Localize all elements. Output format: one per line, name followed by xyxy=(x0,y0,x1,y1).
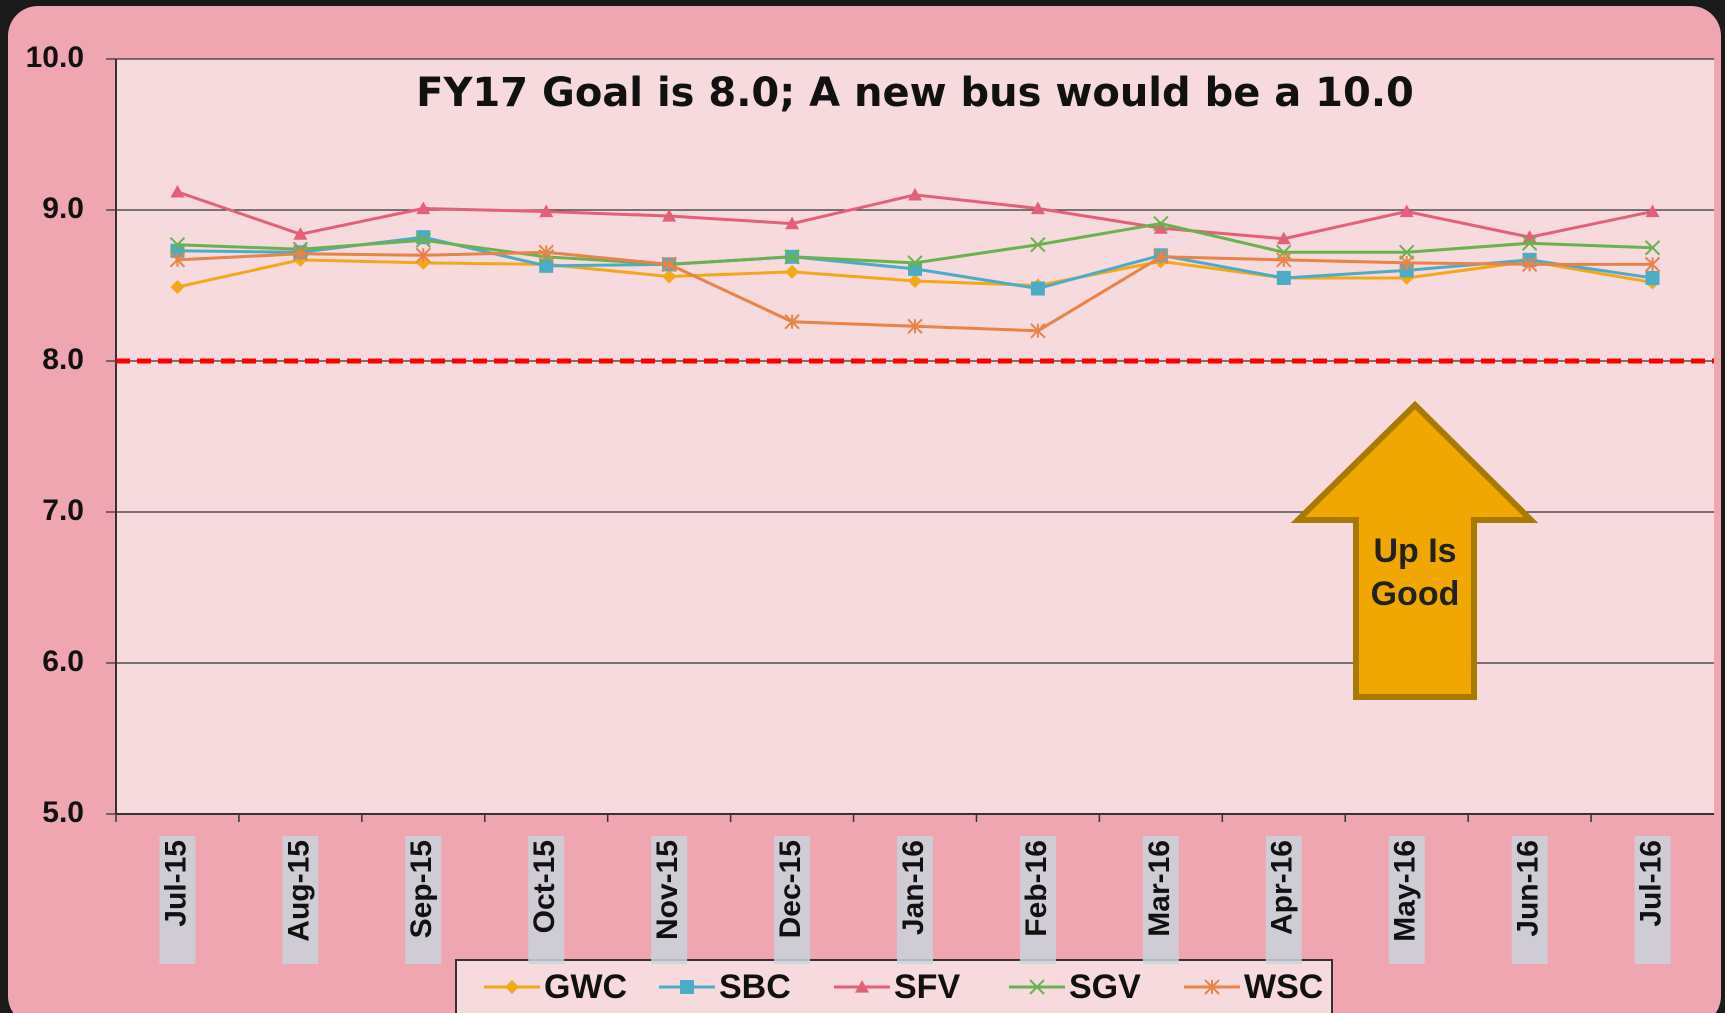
x-tick-label: Nov-15 xyxy=(651,840,684,940)
point xyxy=(416,201,431,215)
point xyxy=(662,209,677,222)
x-label-box xyxy=(159,836,196,964)
point xyxy=(908,187,922,201)
legend-items: GWC SBC SFV SGV WSC xyxy=(484,968,1323,1006)
annotation-text: Up Is xyxy=(1373,532,1456,570)
x-tick-label: Jul-15 xyxy=(159,840,192,927)
x-tick-label: Dec-15 xyxy=(774,840,807,938)
point xyxy=(1645,204,1660,218)
grid xyxy=(106,58,1714,822)
legend-marker xyxy=(680,980,694,994)
x-label-box xyxy=(1265,836,1302,964)
y-tick-label: 5.0 xyxy=(42,796,84,829)
point xyxy=(1276,244,1292,260)
legend-label: WSC xyxy=(1244,968,1323,1006)
x-label-box xyxy=(1019,836,1056,964)
x-tick-label: Oct-15 xyxy=(528,840,561,933)
point xyxy=(170,280,185,295)
point xyxy=(784,249,800,265)
point xyxy=(661,256,677,273)
point xyxy=(1276,252,1292,268)
point xyxy=(539,204,554,218)
point xyxy=(293,227,308,240)
point xyxy=(662,269,677,284)
chart-title: FY17 Goal is 8.0; A new bus would be a 1… xyxy=(416,70,1414,116)
legend-marker xyxy=(855,980,869,993)
x-tick-label: Apr-16 xyxy=(1266,840,1299,935)
x-label-box xyxy=(1634,836,1671,964)
point xyxy=(907,255,923,271)
point xyxy=(539,258,554,273)
arrow xyxy=(1290,400,1539,700)
point xyxy=(1644,256,1661,273)
point xyxy=(1030,201,1045,215)
point xyxy=(1276,231,1291,245)
point xyxy=(1398,255,1415,271)
y-tick-label: 10.0 xyxy=(26,41,84,74)
x-label-box xyxy=(405,836,442,964)
x-tick-label: Aug-15 xyxy=(282,840,315,942)
point xyxy=(538,244,554,260)
point xyxy=(784,314,800,330)
point xyxy=(415,247,432,264)
point xyxy=(907,318,923,334)
x-label-box xyxy=(897,836,933,964)
legend-label: SBC xyxy=(719,968,791,1006)
plot xyxy=(169,184,1661,339)
y-tick-label: 7.0 xyxy=(42,494,84,527)
point xyxy=(1153,221,1168,234)
x-label-box xyxy=(528,836,565,964)
point xyxy=(908,273,922,288)
point xyxy=(1644,240,1661,256)
point xyxy=(1030,281,1045,296)
point xyxy=(785,216,800,230)
x-label-box xyxy=(1142,836,1179,964)
legend-label: SFV xyxy=(894,968,960,1006)
x-tick-label: Jun-16 xyxy=(1512,840,1545,937)
point xyxy=(785,264,800,279)
y-tick-label: 9.0 xyxy=(42,192,84,225)
point xyxy=(292,246,309,262)
point xyxy=(1521,256,1538,273)
point xyxy=(169,252,186,268)
annotation-arrow: Up Is Good xyxy=(1290,400,1539,700)
x-tick-label: Feb-16 xyxy=(1020,840,1053,937)
point xyxy=(415,232,432,248)
x-label-box xyxy=(1511,836,1548,964)
point xyxy=(1153,215,1169,232)
x-label-box xyxy=(1388,836,1425,964)
point xyxy=(1645,270,1660,285)
x-tick-label: Sep-15 xyxy=(405,840,438,938)
point xyxy=(1030,323,1046,339)
x-tick-label: May-16 xyxy=(1389,840,1422,942)
legend-marker xyxy=(505,980,519,994)
plot-area xyxy=(116,59,1714,814)
point xyxy=(170,184,185,198)
x-label-box xyxy=(774,836,811,964)
x-tick-label: Jul-16 xyxy=(1634,840,1667,927)
point xyxy=(1030,237,1046,253)
y-tick-label: 8.0 xyxy=(42,343,84,376)
y-tick-label: 6.0 xyxy=(42,645,84,678)
legend-label: SGV xyxy=(1069,968,1141,1006)
x-label-box xyxy=(282,836,319,964)
legend-label: GWC xyxy=(544,968,627,1006)
x-tick-label: Mar-16 xyxy=(1143,840,1176,937)
legend-marker xyxy=(1029,979,1045,995)
point xyxy=(1399,204,1414,218)
annotation-text: Good xyxy=(1371,575,1460,613)
x-tick-label: Jan-16 xyxy=(897,840,930,935)
point xyxy=(1153,249,1169,265)
x-label-box xyxy=(651,836,688,964)
legend-marker xyxy=(1204,979,1220,995)
point xyxy=(1521,235,1538,251)
point xyxy=(169,237,186,253)
point xyxy=(1276,270,1291,285)
